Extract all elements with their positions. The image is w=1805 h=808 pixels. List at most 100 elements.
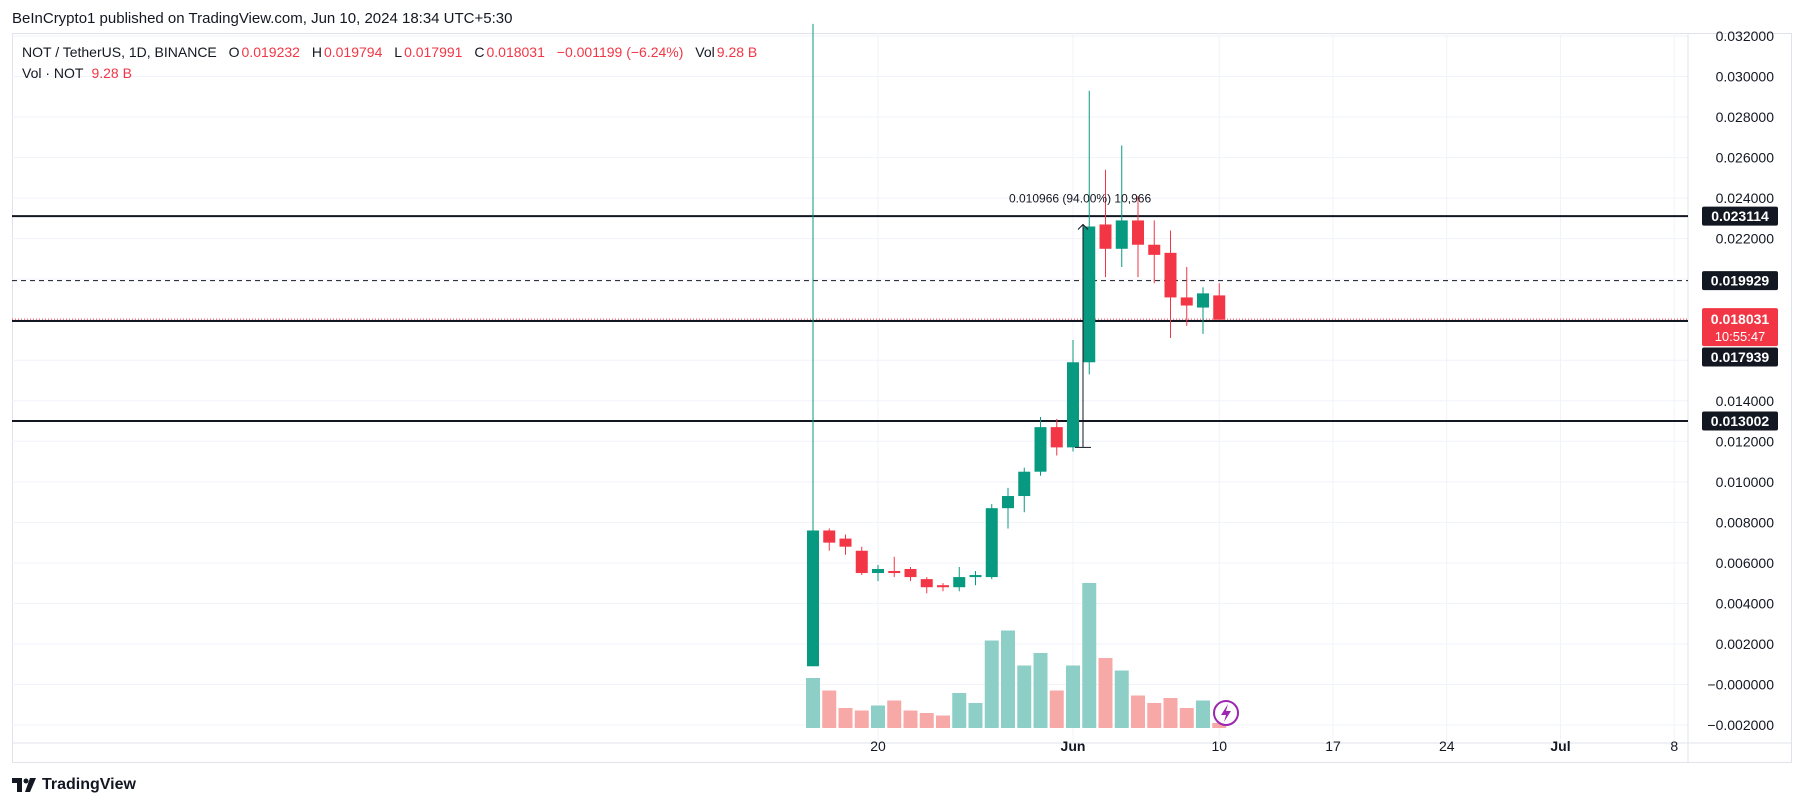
x-tick-label-2: 10: [1211, 738, 1227, 754]
x-tick-label-6: 8: [1670, 738, 1678, 754]
volume-bar-1: [822, 690, 837, 728]
candle-body-13: [1018, 471, 1031, 497]
candle-body-8: [937, 585, 949, 588]
high-label: H: [311, 44, 322, 60]
tradingview-icon: [12, 778, 36, 792]
last-price-countdown: 10:55:47: [1715, 329, 1766, 344]
y-tick-label-12: 0.008000: [1716, 514, 1775, 530]
measure-tool: 0.010966 (94.00%) 10,966: [1009, 191, 1151, 448]
price-tag-2: 0.017939: [1711, 349, 1770, 365]
open-value: 0.019232: [241, 44, 300, 60]
candle-body-4: [872, 568, 884, 574]
volume-bars: [806, 583, 1227, 728]
y-tick-label-5: 0.022000: [1716, 231, 1775, 247]
candle-body-11: [985, 508, 998, 578]
tradingview-logo[interactable]: TradingView: [12, 776, 136, 794]
y-tick-label-13: 0.006000: [1716, 555, 1775, 571]
lightning-icon[interactable]: [1213, 700, 1239, 726]
candles: [807, 23, 1226, 667]
y-tick-label-0: 0.032000: [1716, 28, 1775, 44]
y-tick-label-10: 0.012000: [1716, 433, 1775, 449]
price-labels: 0.023114 0.019929 0.017939 0.013002 0.018031…: [1702, 206, 1778, 431]
volume-bar-21: [1147, 703, 1162, 728]
horizontal-lines: [12, 215, 1688, 423]
low-label: L: [394, 44, 403, 60]
volume-bar-19: [1114, 670, 1129, 728]
y-tick-label-15: 0.002000: [1716, 636, 1775, 652]
candle-body-6: [904, 568, 917, 578]
x-tick-label-1: Jun: [1061, 738, 1086, 754]
candle-body-24: [1197, 293, 1209, 308]
high-value: 0.019794: [323, 44, 383, 60]
volume-bar-11: [984, 640, 999, 728]
candle-body-21: [1148, 244, 1161, 255]
volume-bar-23: [1179, 708, 1194, 728]
volume-bar-17: [1082, 583, 1097, 728]
candle-body-25: [1213, 295, 1226, 320]
volume-bar-24: [1196, 700, 1210, 728]
y-tick-label-17: −0.002000: [1707, 717, 1774, 733]
chart-frame[interactable]: [12, 33, 1792, 763]
grid: [12, 33, 1792, 763]
volume-bar-3: [854, 710, 869, 728]
y-tick-label-1: 0.030000: [1716, 69, 1775, 85]
volume-bar-12: [1001, 630, 1015, 728]
candle-body-20: [1132, 220, 1144, 245]
publish-info: BeInCrypto1 published on TradingView.com…: [12, 10, 513, 27]
volume-bar-8: [936, 715, 950, 728]
volume-bar-7: [919, 713, 934, 728]
x-tick-label-5: Jul: [1550, 738, 1570, 754]
price-tag-1: 0.019929: [1711, 273, 1770, 289]
y-tick-label-3: 0.026000: [1716, 150, 1775, 166]
price-tag-1-bg: [1702, 271, 1778, 291]
price-tag-3-bg: [1702, 411, 1778, 431]
volume-bar-20: [1131, 695, 1145, 728]
candle-body-0: [807, 530, 819, 667]
symbol-name[interactable]: NOT / TetherUS, 1D, BINANCE: [22, 44, 217, 60]
volume-bar-9: [952, 693, 967, 728]
candle-body-19: [1115, 220, 1128, 249]
candle-body-10: [969, 575, 982, 578]
candle-body-18: [1099, 224, 1112, 249]
volume-bar-10: [968, 703, 983, 728]
candle-body-22: [1164, 252, 1177, 298]
change-value: −0.001199 (−6.24%): [556, 44, 684, 60]
volume-bar-4: [871, 705, 885, 728]
y-tick-label-9: 0.014000: [1716, 393, 1775, 409]
candle-body-7: [920, 579, 933, 588]
y-tick-label-16: −0.000000: [1707, 676, 1774, 692]
price-tag-0-bg: [1702, 206, 1778, 226]
volume-bar-22: [1163, 698, 1178, 728]
volume-bar-14: [1033, 653, 1048, 728]
time-axis: 20 Jun 10 17 24 Jul 8: [870, 738, 1678, 754]
last-price-tag-bg: [1702, 308, 1778, 347]
volume-bar-16: [1066, 665, 1080, 728]
open-label: O: [228, 44, 240, 60]
volume-bar-13: [1017, 665, 1032, 728]
close-label: C: [474, 44, 485, 60]
y-tick-label-4: 0.024000: [1716, 190, 1775, 206]
candle-body-9: [953, 577, 966, 588]
candle-body-15: [1050, 427, 1063, 448]
candle-body-1: [823, 530, 836, 543]
x-tick-label-3: 17: [1325, 738, 1341, 754]
vol-value: 9.28 B: [716, 44, 758, 60]
volume-bar-18: [1098, 658, 1113, 728]
candle-body-3: [855, 550, 868, 574]
x-tick-label-0: 20: [870, 738, 886, 754]
y-tick-label-2: 0.028000: [1716, 109, 1775, 125]
candle-body-16: [1067, 362, 1079, 448]
candle-body-17: [1083, 226, 1096, 363]
vol-line-value: 9.28 B: [91, 65, 132, 81]
candle-body-5: [888, 571, 901, 574]
y-tick-label-14: 0.004000: [1716, 595, 1775, 611]
candle-body-12: [1002, 496, 1014, 509]
volume-legend: Vol · NOT 9.28 B: [22, 65, 132, 81]
volume-bar-25: [1212, 723, 1227, 728]
price-tag-3: 0.013002: [1711, 413, 1770, 429]
price-axis: 0.032000 0.030000 0.028000 0.026000 0.024000…: [1707, 28, 1774, 733]
vol-line-label[interactable]: Vol · NOT: [22, 65, 84, 81]
last-price-value: 0.018031: [1711, 311, 1770, 327]
